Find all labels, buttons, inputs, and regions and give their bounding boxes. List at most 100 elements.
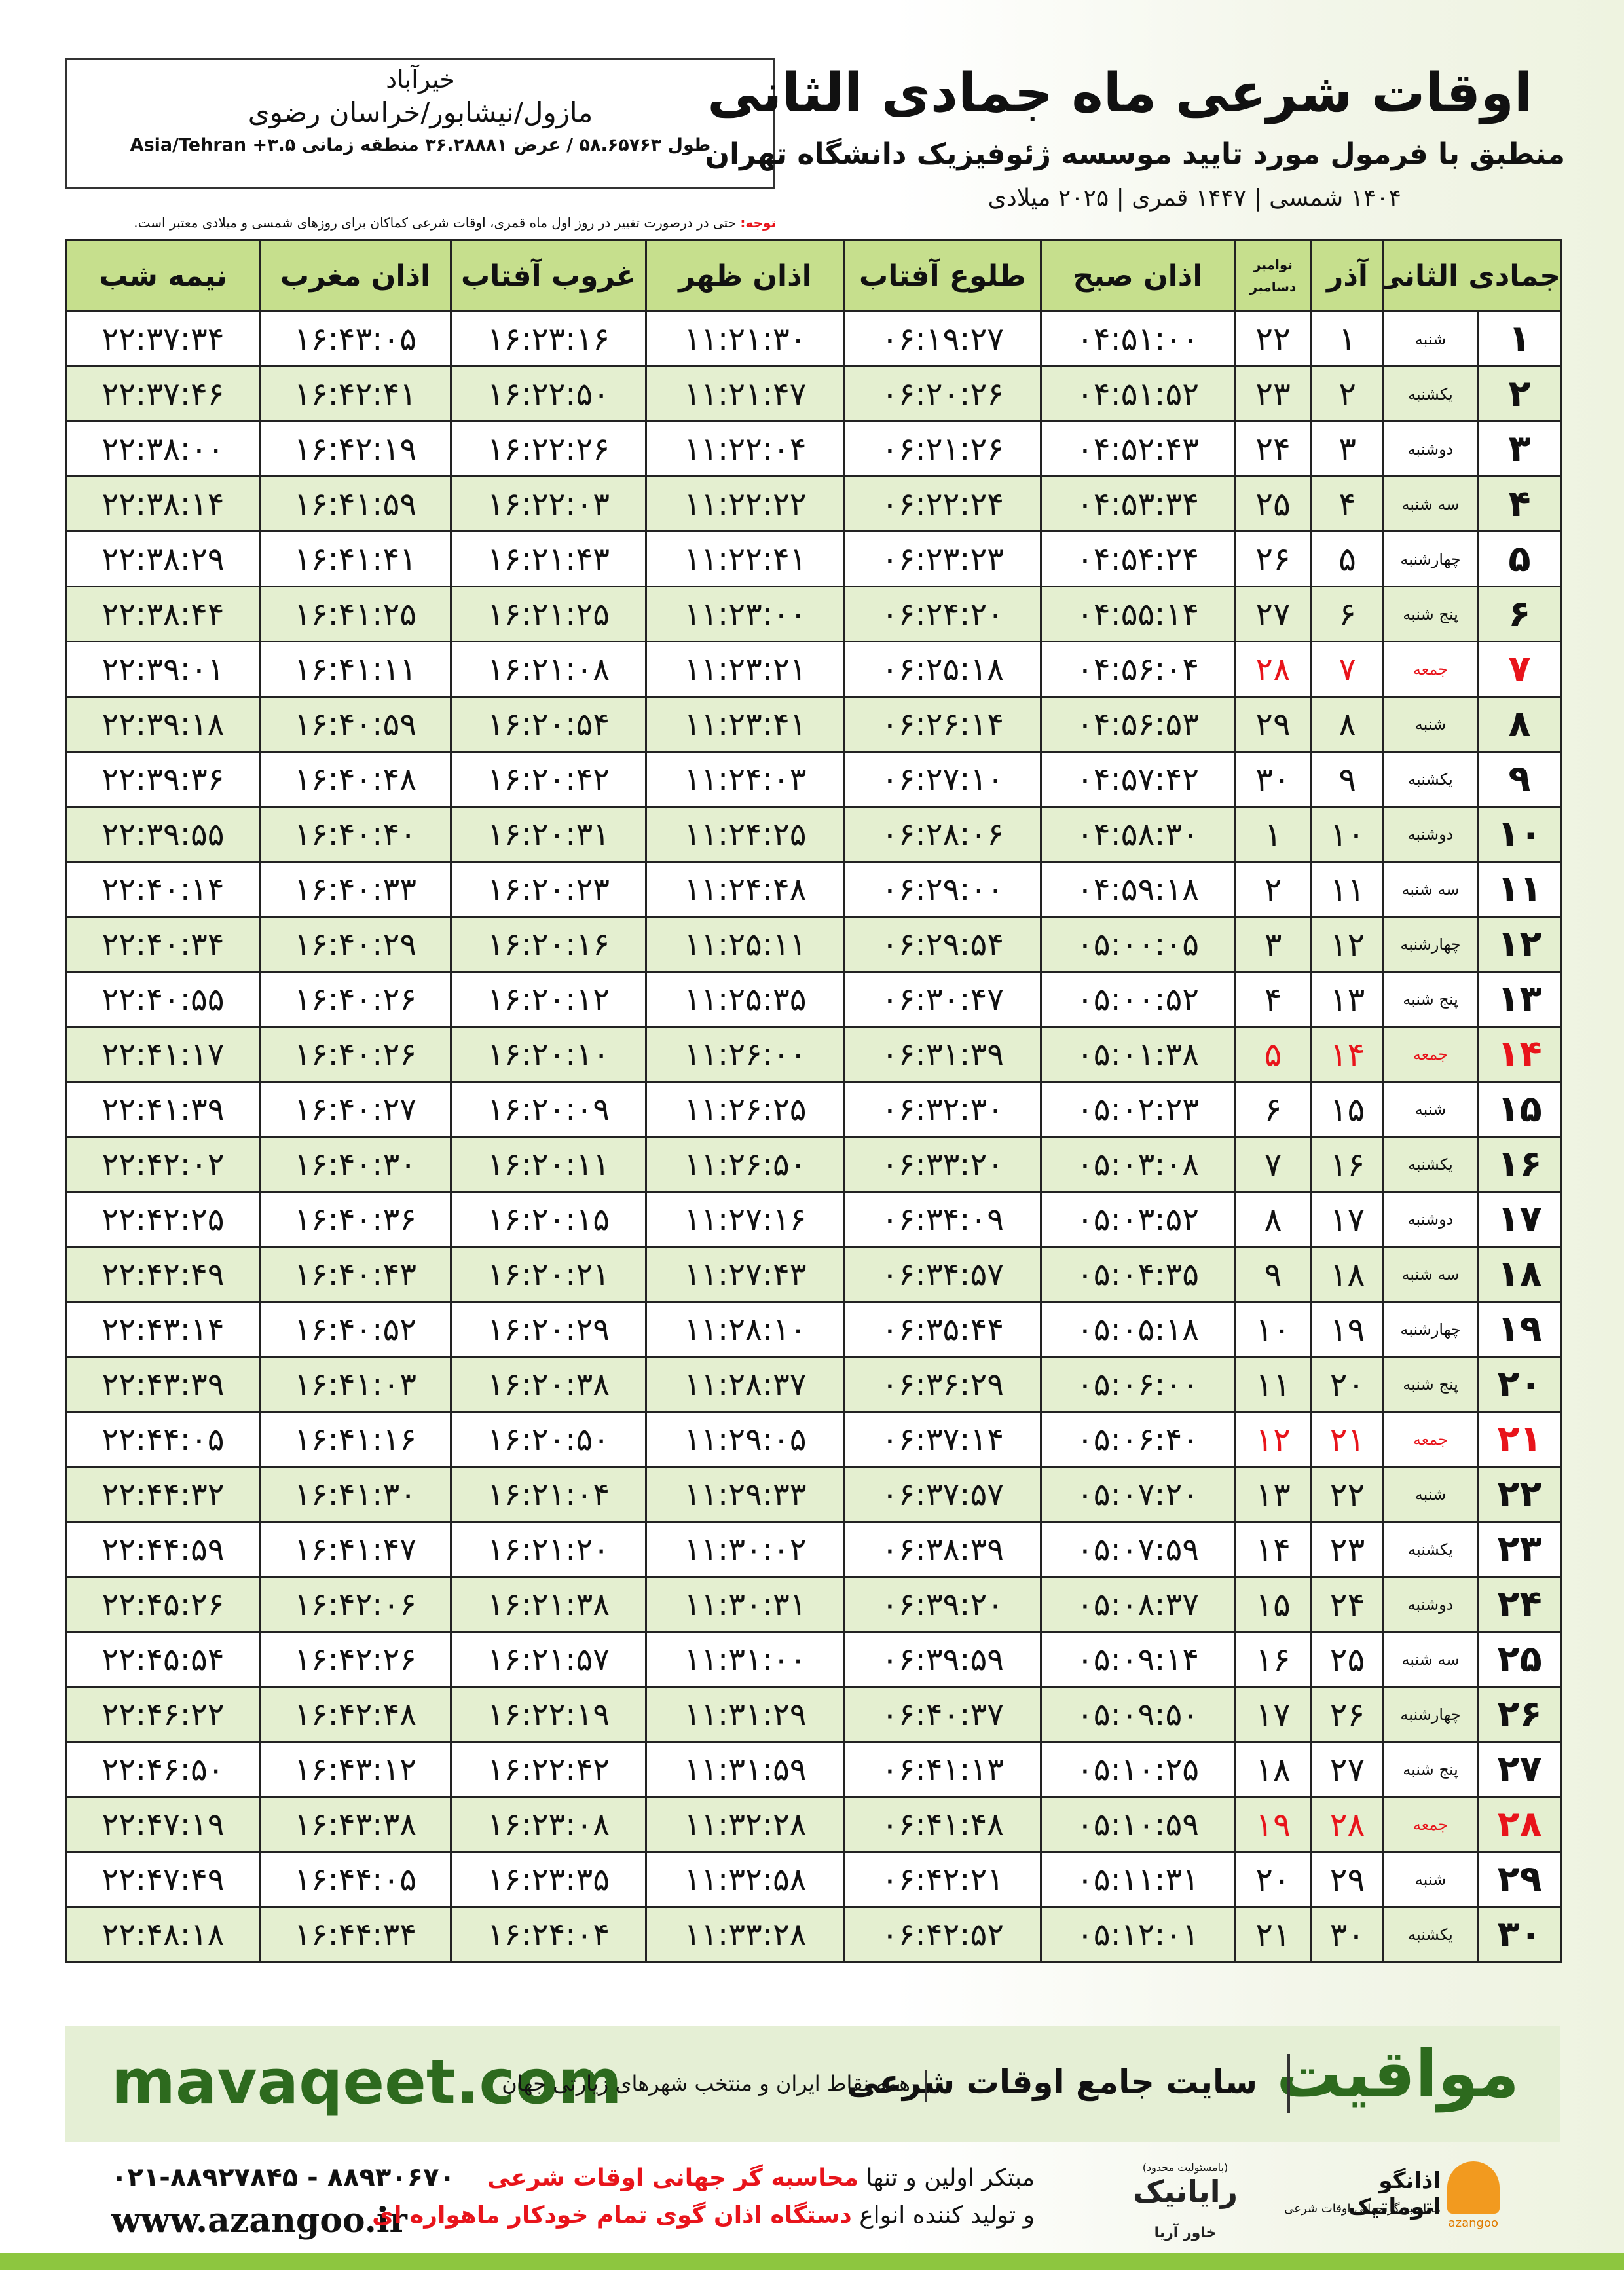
row: ۲۵ سه شنبه ۲۵ ۱۶ ۰۵:۰۹:۱۴ ۰۶:۳۹:۵۹ ۱۱:۳۱:۰۰ ۱۶:…	[65, 1631, 1563, 1688]
row: ۲۴ دوشنبه ۲۴ ۱۵ ۰۵:۰۸:۳۷ ۰۶:۳۹:۲۰ ۱۱:۳۰:۳۱ ۱۶:۲…	[65, 1576, 1563, 1633]
cell: ۰۵:۱۲:۰۱	[1040, 1906, 1236, 1963]
cell: ۲۲:۴۳:۳۹	[65, 1356, 261, 1413]
cell: ۲۹	[1477, 1851, 1563, 1908]
cell: ۵	[1477, 530, 1563, 587]
cell: ۱۱	[1477, 861, 1563, 918]
cell: ۱۱:۲۲:۰۴	[645, 420, 845, 477]
cell: ۱۱:۲۳:۲۱	[645, 641, 845, 698]
cell: ۱۱:۳۱:۲۹	[645, 1686, 845, 1743]
cell: ۲۲:۳۸:۰۰	[65, 420, 261, 477]
cell: ۱۶:۲۲:۱۹	[450, 1686, 647, 1743]
logo-text: خاور آریا	[1154, 2225, 1217, 2241]
cell: ۵	[1234, 1026, 1312, 1083]
cell: ۰۶:۴۲:۵۲	[843, 1906, 1042, 1963]
cell: ۱۶:۲۰:۵۰	[450, 1411, 647, 1468]
cell: ۰۶:۱۹:۲۷	[843, 310, 1042, 367]
cell: شنبه	[1382, 1851, 1479, 1908]
cell: ۱۶	[1234, 1631, 1312, 1688]
cell: ۳	[1477, 420, 1563, 477]
cell: ۲۸	[1310, 1796, 1384, 1853]
cell: ۱۶:۴۴:۳۴	[259, 1906, 452, 1963]
cell: ۱۱:۲۳:۴۱	[645, 696, 845, 753]
table-body: ۱ شنبه ۱ ۲۲ ۰۴:۵۱:۰۰ ۰۶:۱۹:۲۷ ۱۱:۲۱:۳۰ ۱۶:۲۳:۱۶…	[65, 310, 1563, 1963]
cell: ۰۵:۰۲:۲۳	[1040, 1081, 1236, 1138]
cell: ۲۴	[1477, 1576, 1563, 1633]
cell: ۲۲:۴۸:۱۸	[65, 1906, 261, 1963]
cell: ۲۲:۳۹:۰۱	[65, 641, 261, 698]
cell: ۱۱:۲۵:۱۱	[645, 916, 845, 973]
cell: ۱۱:۲۹:۰۵	[645, 1411, 845, 1468]
web: www.azangoo.ir	[111, 2201, 407, 2241]
cell: ۱۱:۲۷:۴۳	[645, 1246, 845, 1303]
row: ۱۱ سه شنبه ۱۱ ۲ ۰۴:۵۹:۱۸ ۰۶:۲۹:۰۰ ۱۱:۲۴:۴۸ ۱۶:۲…	[65, 861, 1563, 918]
cell: ۰۴:۵۲:۴۳	[1040, 420, 1236, 477]
cell: ۲۲:۳۹:۱۸	[65, 696, 261, 753]
cell: ۹	[1310, 751, 1384, 808]
cell: ۲۲:۳۸:۴۴	[65, 586, 261, 642]
cell: ۲۴	[1234, 420, 1312, 477]
cell: ۲۲:۴۴:۵۹	[65, 1521, 261, 1578]
cell: ۱۴	[1234, 1521, 1312, 1578]
cell: شنبه	[1382, 1466, 1479, 1523]
cell: ۱۶:۴۲:۴۱	[259, 365, 452, 422]
cell: ۱۱:۲۶:۰۰	[645, 1026, 845, 1083]
cell: ۱۶:۲۰:۲۳	[450, 861, 647, 918]
cell: چهارشنبه	[1382, 530, 1479, 587]
cell: ۰۵:۰۹:۵۰	[1040, 1686, 1236, 1743]
cell: ۱۶:۲۱:۵۷	[450, 1631, 647, 1688]
note-label: توجه:	[740, 215, 776, 231]
cell: ۰۶:۲۶:۱۴	[843, 696, 1042, 753]
cell: جمعه	[1382, 1796, 1479, 1853]
column-header-line: دسامبر	[1249, 279, 1297, 295]
cell: ۱۶:۴۰:۳۳	[259, 861, 452, 918]
row: ۳ دوشنبه ۳ ۲۴ ۰۴:۵۲:۴۳ ۰۶:۲۱:۲۶ ۱۱:۲۲:۰۴ ۱۶:۲۲:…	[65, 420, 1563, 477]
divider	[925, 2070, 927, 2102]
cell: ۱۲	[1234, 1411, 1312, 1468]
cell: ۰۴:۵۳:۳۴	[1040, 475, 1236, 532]
cell: ۲۲:۴۰:۵۵	[65, 971, 261, 1028]
cell: ۰۴:۵۵:۱۴	[1040, 586, 1236, 642]
cell: ۰۵:۰۴:۳۵	[1040, 1246, 1236, 1303]
cell: پنج شنبه	[1382, 586, 1479, 642]
cell: ۱۶:۴۲:۱۹	[259, 420, 452, 477]
cell: ۱۸	[1477, 1246, 1563, 1303]
row: ۱ شنبه ۱ ۲۲ ۰۴:۵۱:۰۰ ۰۶:۱۹:۲۷ ۱۱:۲۱:۳۰ ۱۶:۲۳:۱۶…	[65, 310, 1563, 367]
cell: ۰۴:۵۱:۵۲	[1040, 365, 1236, 422]
cell: ۱۱:۲۷:۱۶	[645, 1191, 845, 1248]
coords: طول ۵۸.۶۵۷۶۳ / عرض ۳۶.۲۸۸۸۱ منطقه زمانی …	[130, 135, 711, 155]
cell: ۲۲:۴۷:۴۹	[65, 1851, 261, 1908]
cell: ۰۶:۳۰:۴۷	[843, 971, 1042, 1028]
cell: ۱۶:۲۰:۱۶	[450, 916, 647, 973]
cell: ۰۶:۲۵:۱۸	[843, 641, 1042, 698]
column-header: غروب آفتاب	[450, 239, 647, 312]
row: ۳۰ یکشنبه ۳۰ ۲۱ ۰۵:۱۲:۰۱ ۰۶:۴۲:۵۲ ۱۱:۳۳:۲۸ ۱۶:۲…	[65, 1906, 1563, 1963]
cell: ۲۳	[1477, 1521, 1563, 1578]
cell: ۰۶:۳۹:۲۰	[843, 1576, 1042, 1633]
cell: دوشنبه	[1382, 806, 1479, 863]
cell: ۱۶:۴۰:۵۹	[259, 696, 452, 753]
cell: ۱۶:۴۰:۲۹	[259, 916, 452, 973]
cell: ۱۵	[1477, 1081, 1563, 1138]
cell: ۱۶:۲۴:۰۴	[450, 1906, 647, 1963]
cell: ۰۶:۲۴:۲۰	[843, 586, 1042, 642]
cell: ۰۶:۳۷:۵۷	[843, 1466, 1042, 1523]
phone: ۰۲۱-۸۸۹۲۷۸۴۵ - ۸۸۹۳۰۶۷۰	[111, 2163, 455, 2193]
cell: ۲۲:۴۲:۰۲	[65, 1136, 261, 1193]
promo-text: و تولید کننده انواع	[859, 2202, 1035, 2229]
cell: ۱۶:۲۰:۰۹	[450, 1081, 647, 1138]
cell: ۷	[1310, 641, 1384, 698]
cell: ۴	[1234, 971, 1312, 1028]
cell: ۱۱:۳۱:۵۹	[645, 1741, 845, 1798]
note-text: حتی در درصورت تغییر در روز اول ماه قمری،…	[134, 215, 737, 231]
cell: ۱۶:۲۰:۵۴	[450, 696, 647, 753]
cell: ۲۱	[1477, 1411, 1563, 1468]
cell: ۱۱:۳۰:۰۲	[645, 1521, 845, 1578]
cell: ۲۰	[1477, 1356, 1563, 1413]
cell: ۱۵	[1310, 1081, 1384, 1138]
cell: ۰۴:۵۸:۳۰	[1040, 806, 1236, 863]
cell: شنبه	[1382, 696, 1479, 753]
cell: ۰۶:۲۷:۱۰	[843, 751, 1042, 808]
cell: ۱۱	[1310, 861, 1384, 918]
cell: ۰۶:۲۳:۲۳	[843, 530, 1042, 587]
cell: ۱۶:۴۰:۵۲	[259, 1301, 452, 1358]
